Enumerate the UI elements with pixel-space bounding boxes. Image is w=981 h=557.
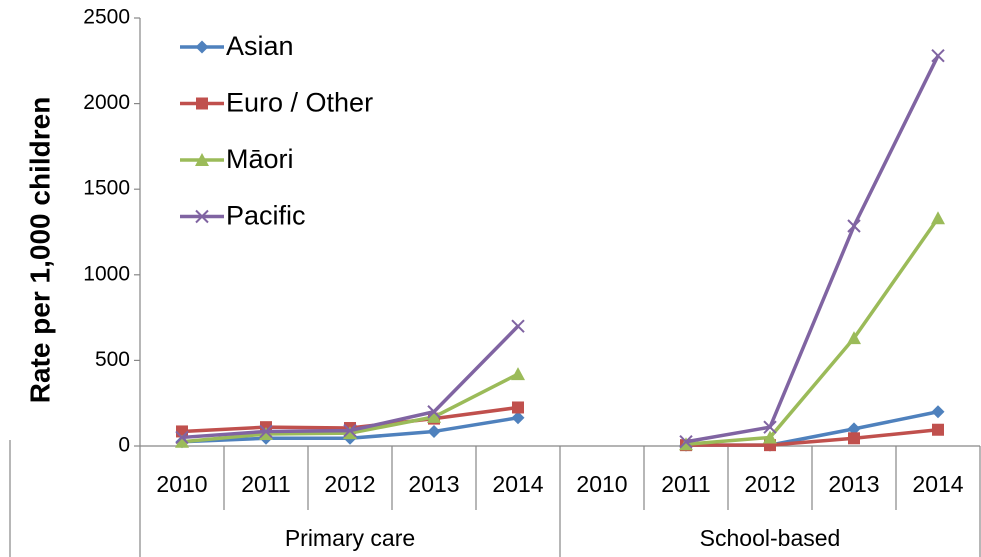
data-point [427,424,441,438]
data-point [931,48,945,63]
data-point [932,423,944,436]
data-point [427,405,441,419]
x-tick-label: 2011 [241,471,290,497]
x-tick-label: 2014 [912,471,963,497]
y-tick-label: 2500 [83,6,130,29]
data-point [512,401,524,414]
x-tick-label: 2012 [324,471,375,497]
data-point [175,434,189,448]
data-point [847,422,861,436]
y-tick-label: 2000 [83,91,130,114]
data-point [679,437,693,451]
legend-marker [195,153,209,166]
x-tick-label: 2014 [492,471,543,497]
data-point [343,423,357,438]
legend-label: Pacific [226,201,306,231]
legend-label: Asian [226,31,294,61]
legend-marker [195,40,209,54]
data-point [847,331,861,345]
data-point [679,435,693,449]
data-point [511,367,525,381]
y-tick-label: 1000 [83,262,130,285]
data-point [511,411,525,425]
data-point [175,430,189,445]
x-tick-label: 2010 [156,471,207,497]
data-point [259,424,273,439]
data-point [427,409,441,423]
x-tick-label: 2013 [828,471,879,497]
legend-label: Euro / Other [226,88,373,118]
y-tick-label: 0 [118,434,130,457]
series-line [181,217,940,447]
x-tick-label: 2011 [661,471,710,497]
legend-marker [196,97,208,110]
data-point [763,420,777,434]
data-point [343,426,357,440]
x-tick-label: 2010 [576,471,627,497]
data-point [848,432,860,445]
legend-label: Māori [226,144,294,174]
y-tick-label: 500 [95,348,130,371]
data-point [931,405,945,419]
legend-marker [195,209,209,224]
y-axis-title: Rate per 1,000 children [24,97,55,404]
group-label: Primary care [285,525,415,551]
data-point [763,430,777,444]
y-tick-label: 1500 [83,177,130,200]
x-tick-label: 2013 [408,471,459,497]
data-point [931,211,945,225]
data-point [511,319,525,333]
group-label: School-based [700,525,841,551]
data-point [259,427,273,441]
x-tick-label: 2012 [744,471,795,497]
data-point [847,219,861,233]
